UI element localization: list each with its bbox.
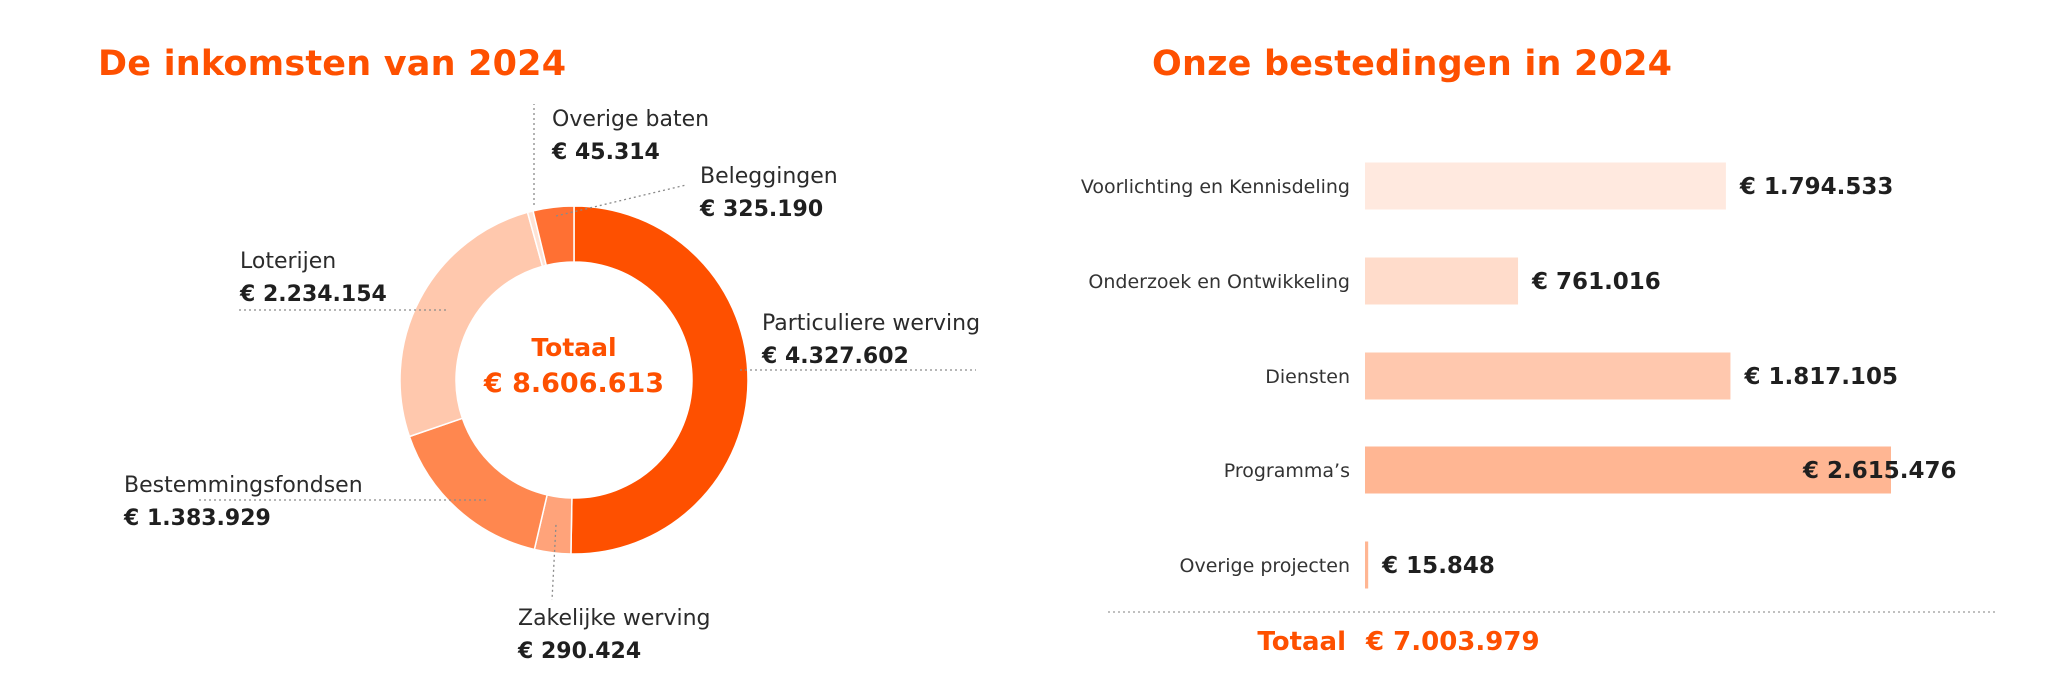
bar-category-overige-projecten: Overige projecten [1180,555,1350,577]
bar-value-onderzoek-en-ontwikkeling: € 761.016 [1531,269,1661,295]
donut-center-value: € 8.606.613 [483,368,664,399]
slice-value-bestemmingsfondsen: € 1.383.929 [123,506,271,531]
slice-value-particuliere-werving: € 4.327.602 [761,344,909,369]
leader-beleggingen [555,184,687,217]
donut-center-label: Totaal [531,333,616,362]
slice-value-loterijen: € 2.234.154 [239,282,387,307]
donut-slices [399,205,749,555]
bar-diensten [1365,352,1731,400]
bar-onderzoek-en-ontwikkeling [1365,257,1519,305]
bar-category-onderzoek-en-ontwikkeling: Onderzoek en Ontwikkeling [1088,271,1350,293]
slice-particuliere-werving [570,205,749,555]
bar-value-diensten: € 1.817.105 [1743,364,1898,390]
bar-category-programma-s: Programma’s [1224,460,1350,482]
bar-category-diensten: Diensten [1265,366,1350,388]
slice-name-particuliere-werving: Particuliere werving [762,311,980,336]
slice-name-bestemmingsfondsen: Bestemmingsfondsen [124,473,363,498]
bar-category-voorlichting-en-kennisdeling: Voorlichting en Kennisdeling [1081,176,1350,198]
donut-labels: Particuliere werving € 4.327.602 Zakelijke… [123,107,980,664]
bar-programma-s [1365,446,1891,494]
bar-value-voorlichting-en-kennisdeling: € 1.794.533 [1739,174,1894,200]
bar-overige-projecten [1365,541,1369,589]
slice-name-overige-baten: Overige baten [552,107,709,132]
slice-value-beleggingen: € 325.190 [699,197,823,222]
spending-chart-title: Onze bestedingen in 2024 [1152,44,1673,84]
bar-value-programma-s: € 2.615.476 [1802,458,1957,484]
slice-value-overige-baten: € 45.314 [551,140,660,165]
slice-name-beleggingen: Beleggingen [700,164,838,189]
donut-leader-lines [196,104,976,601]
spending-total-label: Totaal [1257,627,1346,657]
slice-value-zakelijke-werving: € 290.424 [517,639,641,664]
slice-name-zakelijke-werving: Zakelijke werving [518,606,710,631]
bar-voorlichting-en-kennisdeling [1365,162,1726,210]
spending-total-value: € 7.003.979 [1365,627,1540,657]
slice-beleggingen [532,205,575,267]
bars: Voorlichting en Kennisdeling € 1.794.533 O… [1081,162,1957,589]
slice-name-loterijen: Loterijen [240,249,336,274]
income-chart-title: De inkomsten van 2024 [98,44,567,84]
bar-value-overige-projecten: € 15.848 [1381,553,1495,579]
